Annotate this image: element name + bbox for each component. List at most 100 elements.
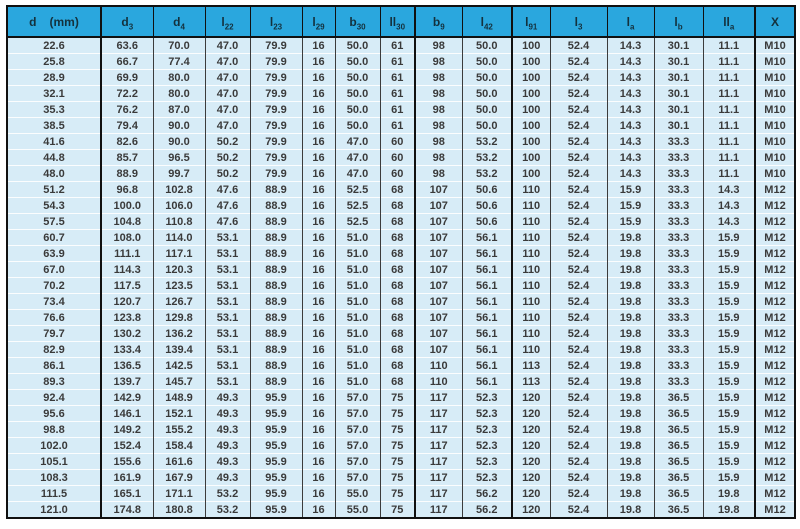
- cell-l22: 53.1: [204, 245, 250, 262]
- cell-l29: 16: [301, 261, 335, 278]
- cell-d3: 174.8: [100, 501, 153, 518]
- cell-l3: 52.4: [549, 213, 607, 230]
- column-header-l23: l23: [249, 6, 302, 38]
- cell-l29: 16: [301, 341, 335, 358]
- cell-lla: 15.9: [702, 405, 755, 422]
- cell-la: 19.8: [606, 245, 654, 262]
- cell-b30: 47.0: [334, 149, 380, 166]
- cell-lb: 36.5: [653, 437, 703, 454]
- cell-d-mm: 51.2: [7, 181, 101, 198]
- cell-b9: 117: [414, 453, 462, 470]
- cell-lla: 19.8: [702, 501, 755, 518]
- cell-ll30: 75: [379, 485, 415, 502]
- cell-l3: 52.4: [549, 501, 607, 518]
- cell-lla: 15.9: [702, 245, 755, 262]
- dimensions-table: d (mm) d3 d4 l22 l23 l29 b30 ll30 b9 l42 l91 l3 la lb l…: [6, 5, 796, 519]
- cell-b9: 117: [414, 389, 462, 406]
- cell-ll30: 61: [379, 36, 415, 54]
- cell-l23: 88.9: [249, 277, 302, 294]
- cell-lla: 15.9: [702, 357, 755, 374]
- cell-l29: 16: [301, 85, 335, 102]
- cell-l29: 16: [301, 245, 335, 262]
- cell-l23: 88.9: [249, 293, 302, 310]
- cell-l22: 53.1: [204, 325, 250, 342]
- cell-b9: 98: [414, 149, 462, 166]
- cell-lb: 30.1: [653, 117, 703, 134]
- cell-lla: 19.8: [702, 485, 755, 502]
- cell-l23: 88.9: [249, 341, 302, 358]
- cell-l29: 16: [301, 325, 335, 342]
- cell-b30: 57.0: [334, 453, 380, 470]
- cell-ll30: 60: [379, 133, 415, 150]
- cell-d4: 155.2: [152, 421, 205, 438]
- cell-d4: 142.5: [152, 357, 205, 374]
- cell-x: M12: [754, 373, 795, 390]
- cell-ll30: 68: [379, 277, 415, 294]
- cell-lb: 33.3: [653, 309, 703, 326]
- cell-lb: 30.1: [653, 53, 703, 70]
- cell-l29: 16: [301, 421, 335, 438]
- cell-d-mm: 54.3: [7, 197, 101, 214]
- cell-l3: 52.4: [549, 341, 607, 358]
- cell-l23: 88.9: [249, 213, 302, 230]
- cell-lb: 36.5: [653, 453, 703, 470]
- cell-ll30: 60: [379, 149, 415, 166]
- cell-l23: 79.9: [249, 133, 302, 150]
- table-row: 60.7 108.0 114.0 53.1 88.9 16 51.0 68 107 56.1 110…: [7, 229, 795, 246]
- cell-lb: 33.3: [653, 245, 703, 262]
- cell-l3: 52.4: [549, 373, 607, 390]
- cell-l3: 52.4: [549, 277, 607, 294]
- cell-lb: 33.3: [653, 149, 703, 166]
- cell-l22: 50.2: [204, 149, 250, 166]
- table-row: 35.3 76.2 87.0 47.0 79.9 16 50.0 61 98 50.0 100 52.…: [7, 101, 795, 118]
- cell-la: 14.3: [606, 53, 654, 70]
- cell-lb: 33.3: [653, 325, 703, 342]
- cell-d3: 139.7: [100, 373, 153, 390]
- cell-d-mm: 44.8: [7, 149, 101, 166]
- cell-ll30: 68: [379, 229, 415, 246]
- cell-l3: 52.4: [549, 293, 607, 310]
- cell-x: M12: [754, 197, 795, 214]
- cell-lb: 36.5: [653, 501, 703, 518]
- cell-d-mm: 108.3: [7, 469, 101, 486]
- cell-l42: 56.1: [461, 373, 512, 390]
- cell-la: 19.8: [606, 389, 654, 406]
- cell-l42: 53.2: [461, 165, 512, 182]
- cell-b30: 57.0: [334, 437, 380, 454]
- cell-d-mm: 98.8: [7, 421, 101, 438]
- cell-la: 14.3: [606, 133, 654, 150]
- cell-l91: 110: [511, 325, 550, 342]
- column-header-x: X: [754, 6, 795, 38]
- cell-lla: 14.3: [702, 213, 755, 230]
- cell-d3: 82.6: [100, 133, 153, 150]
- cell-d-mm: 92.4: [7, 389, 101, 406]
- cell-lla: 15.9: [702, 421, 755, 438]
- cell-d-mm: 67.0: [7, 261, 101, 278]
- cell-b30: 52.5: [334, 213, 380, 230]
- cell-d4: 126.7: [152, 293, 205, 310]
- cell-b30: 57.0: [334, 421, 380, 438]
- cell-l29: 16: [301, 373, 335, 390]
- cell-d4: 180.8: [152, 501, 205, 518]
- cell-l29: 16: [301, 405, 335, 422]
- table-row: 54.3 100.0 106.0 47.6 88.9 16 52.5 68 107 50.6 110…: [7, 197, 795, 214]
- cell-lla: 15.9: [702, 437, 755, 454]
- column-header-l42: l42: [461, 6, 512, 38]
- cell-d-mm: 35.3: [7, 101, 101, 118]
- cell-l23: 95.9: [249, 389, 302, 406]
- cell-l91: 100: [511, 133, 550, 150]
- cell-lla: 14.3: [702, 197, 755, 214]
- cell-b30: 50.0: [334, 101, 380, 118]
- cell-l22: 47.6: [204, 213, 250, 230]
- cell-l29: 16: [301, 149, 335, 166]
- cell-la: 14.3: [606, 36, 654, 54]
- cell-d4: 158.4: [152, 437, 205, 454]
- cell-lb: 33.3: [653, 165, 703, 182]
- cell-b9: 107: [414, 213, 462, 230]
- cell-lla: 15.9: [702, 309, 755, 326]
- cell-ll30: 75: [379, 501, 415, 518]
- cell-ll30: 61: [379, 69, 415, 86]
- cell-l29: 16: [301, 133, 335, 150]
- table-row: 22.6 63.6 70.0 47.0 79.9 16 50.0 61 98 50.0 100 52.…: [7, 36, 795, 54]
- cell-b30: 57.0: [334, 469, 380, 486]
